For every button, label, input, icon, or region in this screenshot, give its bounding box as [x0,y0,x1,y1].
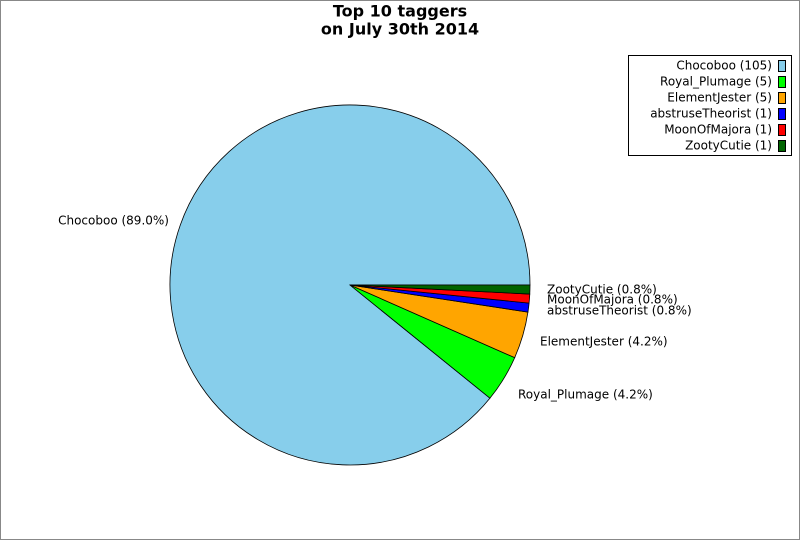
legend-label: Chocoboo (105) [676,59,772,73]
legend-label: Royal_Plumage (5) [660,75,772,89]
legend-swatch [778,76,786,88]
slice-label: Chocoboo (89.0%) [58,213,169,227]
slice-label: ElementJester (4.2%) [540,335,668,349]
legend-swatch [778,92,786,104]
slice-label: Royal_Plumage (4.2%) [518,388,653,402]
slice-label: abstruseTheorist (0.8%) [547,304,692,318]
legend-swatch [778,140,786,152]
legend-swatch [778,108,786,120]
chart-title: Top 10 taggers [333,2,467,21]
legend-box [628,55,792,156]
slice-label: MoonOfMajora (0.8%) [547,293,678,307]
legend-label: ZootyCutie (1) [685,139,772,153]
legend-label: abstruseTheorist (1) [650,107,772,121]
chart-subtitle: on July 30th 2014 [321,20,479,39]
pie-slice [349,284,531,295]
legend-swatch [778,60,786,72]
legend-label: ElementJester (5) [667,91,772,105]
legend-label: MoonOfMajora (1) [664,123,772,137]
slice-label: ZootyCutie (0.8%) [547,283,657,297]
legend-swatch [778,124,786,136]
